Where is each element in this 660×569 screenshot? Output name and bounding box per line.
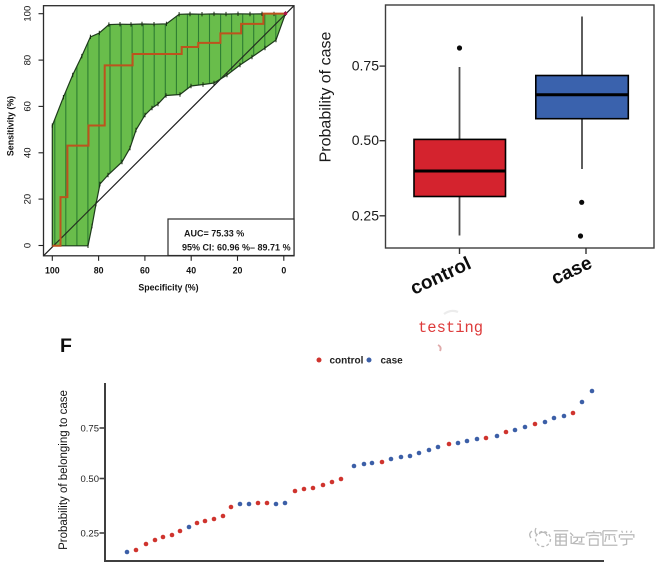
svg-text:20: 20 [233,266,243,276]
svg-text:Specificity (%): Specificity (%) [138,283,198,293]
svg-text:0.25: 0.25 [352,207,379,223]
svg-text:0.75: 0.75 [81,424,100,435]
svg-text:40: 40 [186,266,196,276]
svg-text:100: 100 [23,6,34,22]
svg-text:60: 60 [23,101,34,112]
svg-text:20: 20 [23,194,34,205]
svg-text:0.25: 0.25 [81,529,100,540]
svg-text:testing: testing [418,319,483,337]
svg-text:Sensitivity (%): Sensitivity (%) [6,96,16,156]
svg-text:Probability of belonging to ca: Probability of belonging to case [58,390,70,550]
svg-text:control: control [330,356,364,367]
svg-text:60: 60 [140,266,150,276]
svg-text:0.75: 0.75 [352,58,379,74]
svg-text:F: F [60,335,72,357]
svg-text:40: 40 [23,148,34,159]
svg-text:80: 80 [23,55,34,66]
svg-text:0: 0 [23,243,34,248]
svg-text:case: case [381,356,404,367]
svg-text:95% CI: 60.96 %– 89.71 %: 95% CI: 60.96 %– 89.71 % [182,243,291,253]
svg-text:100: 100 [45,266,60,276]
svg-text:0.50: 0.50 [352,132,379,148]
svg-text:AUC= 75.33 %: AUC= 75.33 % [184,229,244,239]
svg-text:0: 0 [281,266,286,276]
svg-text:0.50: 0.50 [81,474,100,485]
svg-text:Probability of case: Probability of case [318,32,335,163]
svg-text:80: 80 [94,266,104,276]
